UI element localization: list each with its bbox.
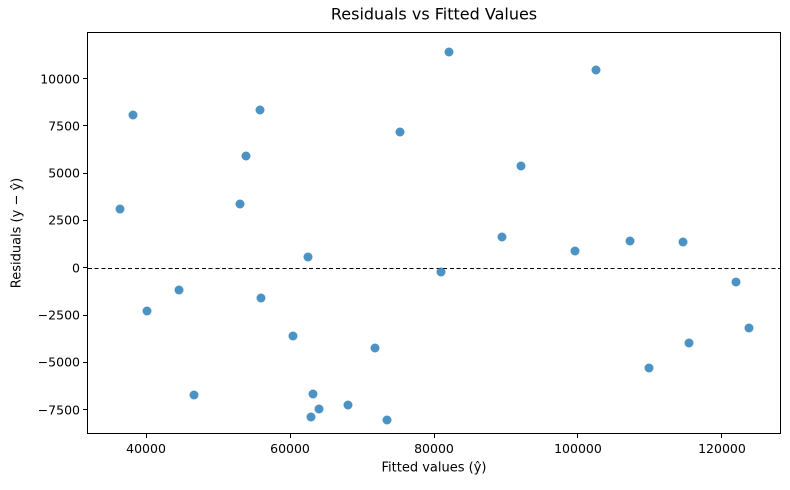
y-tick-mark (83, 125, 87, 127)
x-tick-mark (145, 434, 147, 438)
scatter-point (115, 204, 125, 214)
y-tick-mark (83, 361, 87, 363)
scatter-point (370, 343, 380, 353)
scatter-point (570, 246, 580, 256)
plot-area (87, 32, 781, 434)
scatter-point (444, 47, 454, 57)
x-tick-label: 80000 (414, 441, 454, 456)
scatter-point (235, 199, 245, 209)
x-tick-mark (577, 434, 579, 438)
y-tick-mark (83, 409, 87, 411)
x-axis-label: Fitted values (ŷ) (381, 460, 487, 476)
y-tick-label: 10000 (40, 71, 80, 87)
scatter-point (174, 285, 184, 295)
y-tick-label: 0 (72, 260, 80, 276)
x-tick-mark (433, 434, 435, 438)
x-tick-label: 120000 (698, 441, 746, 456)
scatter-point (395, 127, 405, 137)
x-tick-label: 100000 (554, 441, 602, 456)
x-tick-label: 60000 (270, 441, 310, 456)
scatter-point (644, 363, 654, 373)
zero-reference-line (88, 268, 780, 270)
scatter-point (128, 110, 138, 120)
x-tick-label: 40000 (126, 441, 166, 456)
scatter-point (684, 338, 694, 348)
scatter-point (288, 331, 298, 341)
scatter-point (255, 105, 265, 115)
scatter-point (497, 232, 507, 242)
chart-title: Residuals vs Fitted Values (330, 4, 538, 24)
scatter-point (306, 412, 316, 422)
scatter-point (516, 161, 526, 171)
scatter-point (314, 404, 324, 414)
scatter-point (343, 400, 353, 410)
y-tick-label: 7500 (48, 118, 80, 134)
y-tick-mark (83, 219, 87, 221)
scatter-point (256, 293, 266, 303)
x-tick-mark (721, 434, 723, 438)
x-tick-mark (289, 434, 291, 438)
scatter-point (142, 306, 152, 316)
scatter-point (436, 267, 446, 277)
scatter-point (303, 252, 313, 262)
scatter-point (308, 389, 318, 399)
y-tick-mark (83, 172, 87, 174)
y-tick-label: −5000 (37, 354, 80, 370)
y-tick-label: 5000 (48, 165, 80, 181)
y-tick-label: −2500 (37, 307, 80, 323)
scatter-point (591, 65, 601, 75)
y-tick-mark (83, 314, 87, 316)
y-axis-label: Residuals (y − ŷ) (9, 177, 25, 289)
scatter-point (678, 237, 688, 247)
scatter-point (744, 323, 754, 333)
scatter-point (241, 151, 251, 161)
y-tick-mark (83, 78, 87, 80)
scatter-point (731, 277, 741, 287)
y-tick-label: 2500 (48, 212, 80, 228)
scatter-point (382, 415, 392, 425)
y-tick-label: −7500 (37, 402, 80, 418)
scatter-point (189, 390, 199, 400)
y-tick-mark (83, 267, 87, 269)
scatter-point (625, 236, 635, 246)
